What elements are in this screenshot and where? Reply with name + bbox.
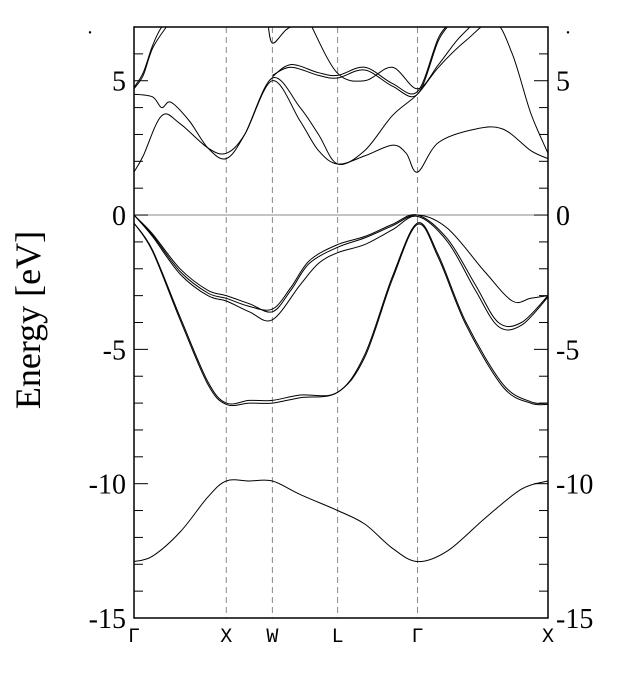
y-tick-label-right: 0 — [556, 201, 570, 232]
plot-frame — [133, 26, 549, 619]
band-line — [272, 27, 448, 98]
k-point-label: Γ — [412, 626, 424, 649]
k-point-label: Γ — [128, 626, 140, 649]
y-tick-label-left: -10 — [89, 470, 126, 501]
band-line — [134, 222, 548, 407]
top-tick-dot-right — [566, 31, 570, 34]
y-axis-label: Energy [eV] — [8, 231, 48, 409]
band-line — [267, 27, 292, 44]
k-point-gridlines — [134, 27, 548, 618]
band-line — [134, 27, 548, 166]
band-line — [134, 479, 548, 563]
y-tick-label-left: -15 — [89, 604, 126, 635]
y-tick-label-right: -5 — [556, 335, 579, 366]
k-point-label: X — [220, 626, 232, 649]
band-lines — [134, 27, 548, 563]
y-tick-label-right: 5 — [556, 67, 570, 98]
band-line — [134, 214, 548, 328]
band-line — [272, 27, 447, 95]
k-point-label: W — [266, 626, 278, 649]
y-tick-label-left: 5 — [112, 67, 126, 98]
k-point-label: L — [332, 626, 344, 649]
y-tick-label-left: -5 — [103, 335, 126, 366]
y-tick-label-left: 0 — [112, 201, 126, 232]
band-line — [134, 214, 548, 313]
y-tick-label-right: -15 — [556, 604, 593, 635]
band-line — [311, 27, 471, 90]
band-line — [134, 27, 163, 88]
band-line — [134, 80, 548, 173]
y-tick-label-right: -10 — [556, 470, 593, 501]
band-line — [134, 214, 548, 331]
band-line — [134, 222, 548, 405]
top-tick-dot-left — [88, 31, 92, 34]
k-point-label: X — [542, 626, 554, 649]
axes: -15 -15 -10 -10 -5 -5 0 0 5 5 Γ X W L Γ X — [88, 26, 593, 649]
